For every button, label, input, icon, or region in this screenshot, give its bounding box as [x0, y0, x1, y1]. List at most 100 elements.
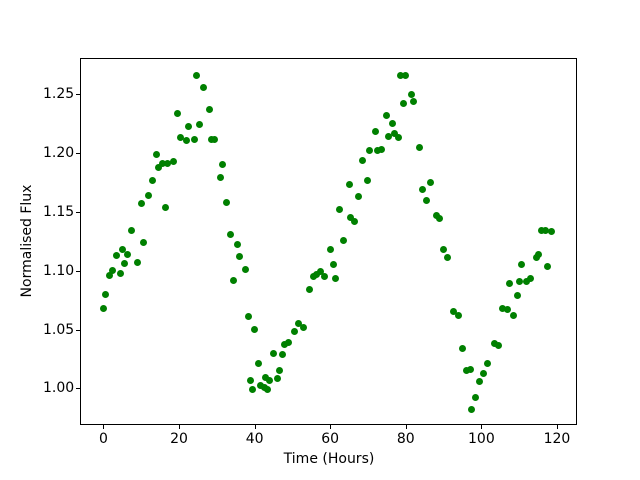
y-tick-mark	[76, 270, 80, 272]
data-point	[423, 196, 431, 204]
data-point	[455, 311, 463, 319]
data-point	[285, 338, 293, 346]
data-point	[547, 228, 555, 236]
x-tick-mark	[103, 425, 105, 429]
data-point	[133, 258, 141, 266]
data-point	[162, 203, 170, 211]
data-point	[517, 261, 525, 269]
data-point	[247, 376, 255, 384]
data-point	[317, 268, 325, 276]
data-point	[458, 344, 466, 352]
data-point	[300, 323, 308, 331]
data-point	[358, 156, 366, 164]
data-point	[527, 275, 534, 283]
data-point	[169, 157, 177, 165]
data-point	[218, 161, 226, 169]
data-point	[113, 251, 121, 259]
plot-area	[80, 58, 577, 425]
x-tick-mark	[330, 425, 332, 429]
y-tick-mark	[76, 329, 80, 331]
data-point	[462, 367, 470, 375]
data-point	[491, 340, 499, 348]
data-point	[266, 376, 274, 384]
data-point	[385, 133, 393, 141]
data-point	[449, 308, 457, 316]
data-point	[419, 186, 427, 194]
data-point	[120, 260, 128, 268]
data-point	[515, 277, 523, 285]
data-point	[394, 134, 402, 142]
data-point	[538, 227, 546, 235]
data-point	[390, 129, 398, 137]
data-point	[200, 83, 208, 91]
x-axis-label: Time (Hours)	[283, 451, 375, 467]
data-point	[262, 374, 270, 382]
data-point	[273, 375, 281, 383]
y-tick-label: 1.00	[43, 380, 75, 397]
x-tick-mark	[481, 425, 483, 429]
data-point	[313, 270, 321, 278]
data-point	[118, 246, 126, 254]
data-point	[196, 121, 204, 129]
data-point	[279, 350, 287, 358]
data-point	[468, 405, 476, 413]
data-point	[347, 214, 355, 222]
data-point	[116, 269, 124, 277]
data-point	[294, 320, 302, 328]
data-point	[402, 72, 410, 80]
y-tick-label: 1.20	[43, 145, 75, 162]
x-tick-label: 40	[245, 431, 264, 447]
data-point	[309, 273, 317, 281]
data-point	[158, 160, 166, 168]
data-point	[164, 160, 172, 168]
x-tick-label: 100	[468, 431, 495, 447]
x-tick-label: 20	[170, 431, 188, 447]
data-point	[124, 250, 132, 258]
data-point	[137, 200, 145, 208]
data-point	[513, 291, 521, 299]
data-point	[339, 236, 347, 244]
data-point	[99, 304, 107, 312]
y-tick-label: 1.10	[43, 262, 75, 279]
data-point	[101, 290, 109, 298]
y-tick-mark	[76, 153, 80, 155]
data-point	[479, 369, 487, 377]
data-point	[372, 128, 380, 136]
data-point	[256, 382, 264, 390]
x-tick-mark	[179, 425, 181, 429]
data-point	[504, 306, 512, 314]
data-point	[249, 385, 257, 393]
data-point	[532, 254, 540, 262]
data-point	[281, 341, 289, 349]
data-point	[364, 176, 372, 184]
data-point	[270, 349, 277, 357]
data-point	[389, 120, 397, 128]
data-point	[128, 227, 136, 235]
data-point	[345, 181, 353, 189]
data-point	[472, 394, 480, 402]
data-point	[254, 360, 262, 368]
data-point	[230, 276, 238, 284]
data-point	[383, 112, 391, 119]
x-tick-label: 120	[543, 431, 571, 447]
data-point	[190, 135, 198, 143]
data-point	[245, 313, 253, 321]
data-point	[173, 109, 181, 117]
data-point	[321, 273, 329, 281]
x-tick-label: 0	[98, 431, 108, 447]
data-point	[177, 134, 185, 142]
data-point	[396, 72, 404, 80]
data-point	[483, 360, 491, 368]
data-point	[241, 266, 249, 274]
data-point	[415, 143, 423, 151]
data-point	[154, 163, 162, 171]
data-point	[192, 72, 200, 80]
data-point	[275, 367, 283, 375]
data-point	[305, 286, 313, 294]
data-point	[184, 122, 192, 130]
data-point	[510, 311, 517, 319]
data-point	[377, 146, 385, 154]
y-tick-mark	[76, 94, 80, 96]
data-point	[205, 106, 213, 114]
data-point	[290, 328, 298, 336]
